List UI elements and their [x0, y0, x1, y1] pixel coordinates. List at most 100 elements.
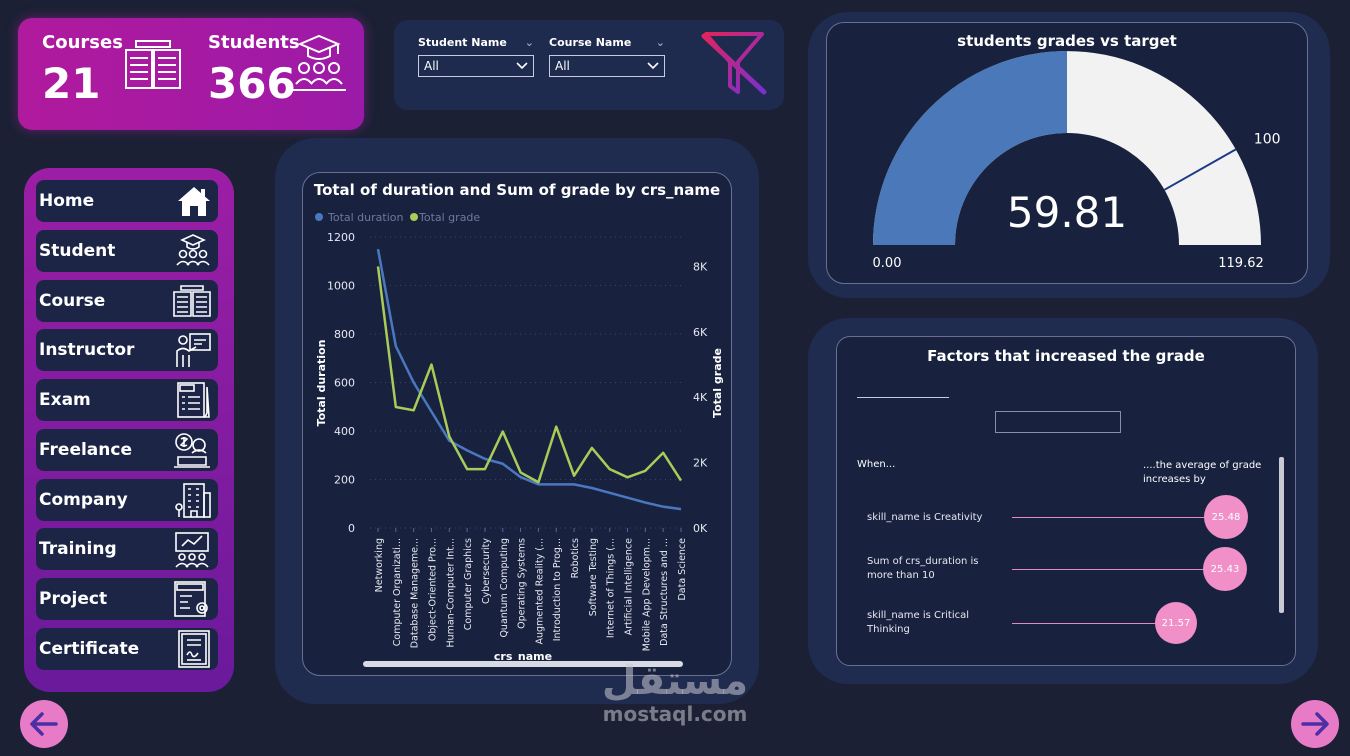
course-name-filter-label: Course Name: [549, 36, 632, 49]
grades-gauge-card: students grades vs target 100 59.81 0.00 11…: [826, 22, 1308, 284]
course-name-select[interactable]: All: [549, 55, 665, 77]
watermark-arabic: مستقل: [601, 658, 749, 704]
clear-filter-icon[interactable]: [698, 28, 770, 100]
students-kpi: Students 366: [208, 32, 300, 108]
factors-card: Factors that increased the grade When...…: [836, 336, 1296, 666]
training-icon: [175, 532, 209, 568]
y-tick-label: 0: [348, 522, 355, 535]
nav-item-training[interactable]: Training: [36, 528, 218, 570]
exam-icon: [177, 382, 210, 418]
gauge-title: students grades vs target: [957, 32, 1177, 50]
average-label: ....the average of grade increases by: [1143, 460, 1262, 485]
nav-item-instructor[interactable]: Instructor: [36, 329, 218, 371]
building-icon: [175, 483, 211, 518]
y-tick-label: 600: [334, 377, 355, 390]
nav-item-label: Company: [39, 490, 128, 510]
duration-grade-chart-card: Total of duration and Sum of grade by cr…: [302, 172, 732, 676]
nav-item-exam[interactable]: Exam: [36, 379, 218, 421]
next-page-button[interactable]: [1291, 700, 1339, 748]
y2-tick-label: 8K: [693, 260, 708, 273]
courses-label: Courses: [42, 32, 123, 53]
x-tick-label: Quantum Computing: [499, 538, 510, 638]
x-tick-label: Robotics: [570, 538, 581, 578]
y-tick-label: 1000: [327, 280, 355, 293]
filter-panel: Student Name ⌄ All Course Name ⌄ All: [394, 20, 784, 110]
instructor-icon: [176, 333, 211, 367]
chevron-down-icon[interactable]: ⌄: [655, 36, 665, 49]
nav-item-freelance[interactable]: Freelance: [36, 429, 218, 471]
book-icon: [125, 40, 181, 89]
influencer-dropdown[interactable]: [995, 411, 1121, 433]
gauge-fill: [873, 51, 1067, 245]
duration-grade-line-chart: Total duration Total grade 0 200 400 600 800 10…: [315, 211, 724, 667]
y2-tick-label: 6K: [693, 326, 708, 339]
x-tick-label: Mobile App Developm...: [641, 538, 652, 651]
house-icon: [178, 187, 210, 216]
chevron-down-icon[interactable]: ⌄: [524, 36, 534, 49]
y2-tick-label: 0K: [693, 522, 708, 535]
nav-item-label: Project: [39, 589, 108, 609]
grades-gauge: 100 59.81 0.00 119.62: [873, 51, 1281, 271]
nav-item-home[interactable]: Home: [36, 180, 218, 222]
gauge-min-label: 0.00: [873, 256, 902, 271]
nav-item-label: Student: [39, 241, 116, 261]
course-name-filter[interactable]: Course Name ⌄ All: [549, 36, 665, 77]
previous-page-button[interactable]: [20, 700, 68, 748]
graduation-students-icon: [292, 34, 346, 91]
factor-text: skill_name is Critical Thinking: [867, 610, 970, 635]
x-tick-label: Networking: [374, 538, 385, 592]
nav-item-label: Training: [39, 539, 117, 559]
x-tick-label: Computer Graphics: [463, 538, 474, 630]
y-tick-label: 1200: [327, 231, 355, 244]
y2-axis-label: Total grade: [711, 348, 724, 418]
factor-row[interactable]: Sum of crs_duration is more than 10 25.4…: [867, 547, 1287, 595]
legend-marker: [410, 213, 418, 221]
factor-text: Sum of crs_duration is more than 10: [867, 556, 979, 581]
chart-title: Total of duration and Sum of grade by cr…: [313, 181, 721, 199]
factor-line: [1012, 513, 1236, 521]
chevron-down-icon: [516, 62, 528, 70]
series-line: [376, 248, 682, 511]
nav-item-company[interactable]: Company: [36, 479, 218, 521]
y-tick-label: 400: [334, 425, 355, 438]
student-name-filter[interactable]: Student Name ⌄ All: [418, 36, 534, 77]
factors-scrollbar[interactable]: [1279, 457, 1284, 613]
nav-item-student[interactable]: Student: [36, 230, 218, 272]
factor-value-bubble: 25.48: [1204, 495, 1248, 539]
x-tick-label: Data Structures and ...: [659, 538, 670, 646]
x-tick-label: Human-Computer Int...: [445, 538, 456, 648]
factors-title: Factors that increased the grade: [927, 347, 1205, 365]
x-axis-label: crs_name: [494, 650, 552, 663]
series-line: [376, 266, 683, 484]
student-name-select[interactable]: All: [418, 55, 534, 77]
legend-marker: [315, 213, 323, 221]
factor-line: [1012, 565, 1236, 573]
nav-item-certificate[interactable]: Certificate: [36, 628, 218, 670]
student-name-filter-label: Student Name: [418, 36, 507, 49]
factor-value-bubble: 25.43: [1203, 547, 1247, 591]
y2-tick-label: 4K: [693, 391, 708, 404]
y-tick-label: 800: [334, 328, 355, 341]
book-icon: [173, 285, 211, 317]
courses-value: 21: [42, 59, 101, 108]
x-tick-label: Cybersecurity: [481, 538, 492, 604]
factor-value-bubble: 21.57: [1155, 602, 1197, 644]
factor-row[interactable]: skill_name is Creativity 25.48: [867, 495, 1287, 543]
x-tick-label: Operating Systems: [517, 538, 528, 629]
x-tick-label: Introduction to Prog...: [552, 538, 563, 641]
legend-label: Total grade: [418, 211, 480, 224]
nav-item-label: Freelance: [39, 440, 132, 460]
arrow-right-icon: [1301, 712, 1329, 736]
active-tab-underline: [857, 397, 949, 398]
kpi-card: Courses 21 Students 366: [18, 18, 364, 130]
x-tick-label: Computer Organizati...: [392, 538, 403, 646]
x-tick-label: Object-Oriented Pro...: [427, 538, 438, 641]
factor-row[interactable]: skill_name is Critical Thinking 21.57: [867, 602, 1287, 649]
nav-item-course[interactable]: Course: [36, 280, 218, 322]
nav-item-project[interactable]: Project: [36, 578, 218, 620]
x-tick-label: Database Manageme...: [410, 538, 421, 648]
certificate-icon: [178, 630, 210, 668]
chart-scrollbar: [363, 661, 683, 667]
y-axis-label: Total duration: [315, 340, 328, 427]
course-name-select-value: All: [555, 59, 570, 73]
